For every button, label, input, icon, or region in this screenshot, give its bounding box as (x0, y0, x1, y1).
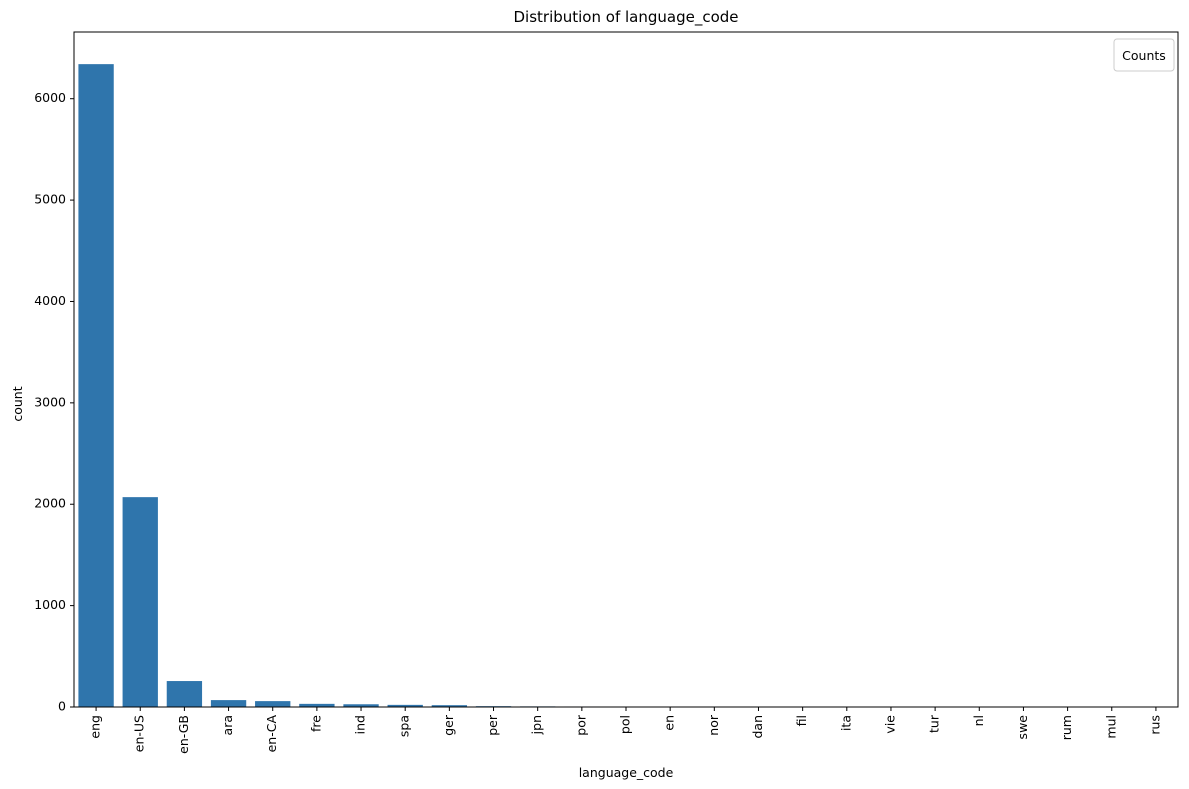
x-tick-label-nor: nor (706, 714, 721, 736)
bar-en-GB (166, 681, 203, 707)
y-axis: 0 1000 2000 3000 4000 5000 6000 (34, 90, 74, 714)
y-tick-label-0: 0 (58, 699, 66, 714)
y-tick-label-2000: 2000 (34, 496, 66, 511)
x-tick-label-rus: rus (1147, 715, 1162, 735)
legend-title: Counts (1122, 48, 1166, 63)
bar-ind (343, 704, 379, 707)
bar-ara (210, 700, 247, 707)
x-tick-label-en-US: en-US (132, 715, 147, 752)
x-tick-label-en: en (662, 715, 677, 731)
plot-frame (73, 31, 1179, 708)
x-tick-label-en-CA: en-CA (264, 715, 279, 753)
x-tick-label-jpn: jpn (529, 715, 544, 735)
y-axis-title: count (10, 386, 25, 421)
bar-en-CA (255, 701, 291, 707)
bar-eng (78, 64, 114, 707)
x-tick-label-rum: rum (1059, 715, 1074, 740)
x-tick-label-mul: mul (1103, 715, 1118, 739)
x-tick-label-ger: ger (441, 714, 456, 736)
x-tick-label-nl: nl (971, 715, 986, 726)
x-tick-label-spa: spa (397, 715, 412, 737)
x-tick-label-fre: fre (308, 715, 323, 732)
x-tick-label-fil: fil (794, 715, 809, 726)
x-tick-label-pol: pol (618, 715, 633, 734)
legend-box (1113, 38, 1175, 72)
x-axis: eng en-US en-GB ara en-CA fre ind spa ger per jpn p… (88, 707, 1162, 754)
x-tick-label-vie: vie (882, 715, 897, 734)
bars-group (78, 64, 1174, 707)
x-axis-title: language_code (579, 765, 674, 780)
x-tick-label-por: por (573, 714, 588, 736)
y-tick-label-6000: 6000 (34, 90, 66, 105)
bar-en-US (122, 497, 158, 707)
x-tick-label-ara: ara (220, 715, 235, 735)
x-tick-label-en-GB: en-GB (176, 715, 191, 754)
y-tick-label-3000: 3000 (34, 394, 66, 409)
bar-fre (299, 703, 335, 707)
x-tick-label-per: per (485, 714, 500, 736)
x-tick-label-swe: swe (1015, 715, 1030, 740)
x-tick-label-dan: dan (750, 715, 765, 739)
x-tick-label-ita: ita (838, 715, 853, 731)
legend: Counts (1113, 38, 1175, 72)
bar-ger (431, 705, 468, 707)
x-tick-label-ind: ind (353, 715, 368, 734)
y-tick-label-4000: 4000 (34, 293, 66, 308)
chart-title: Distribution of language_code (513, 8, 738, 27)
y-tick-label-1000: 1000 (34, 597, 66, 612)
x-tick-label-eng: eng (88, 715, 103, 739)
x-tick-label-tur: tur (927, 714, 942, 733)
bar-spa (387, 704, 423, 707)
y-tick-label-5000: 5000 (34, 192, 66, 207)
